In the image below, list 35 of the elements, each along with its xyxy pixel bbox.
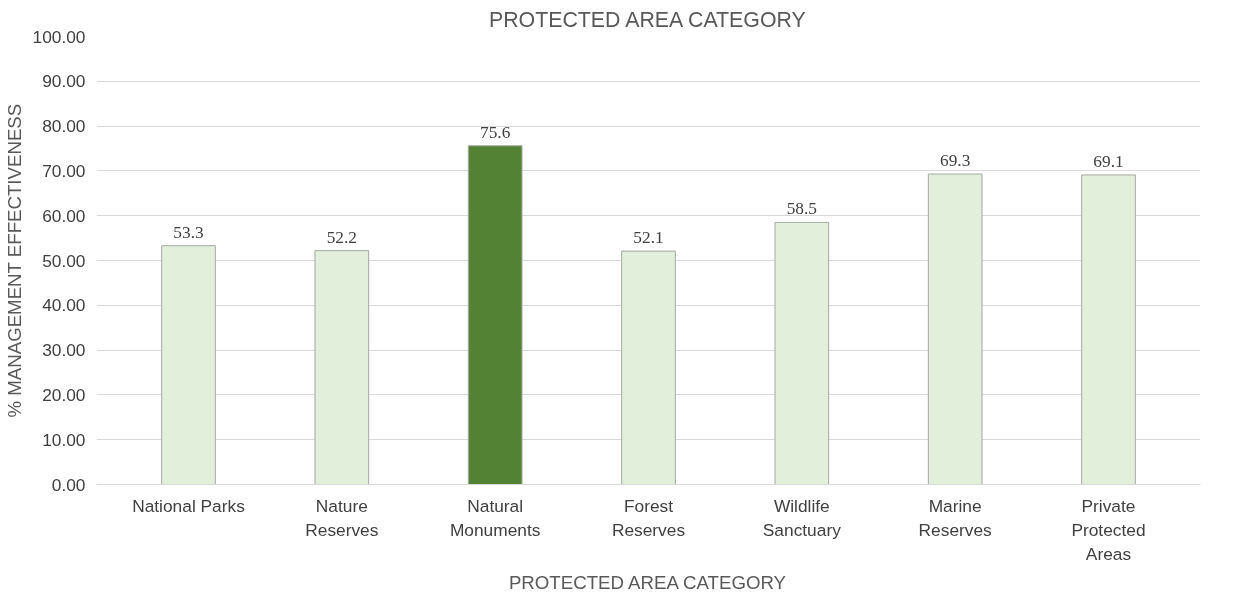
- data-label: 75.6: [480, 122, 511, 142]
- y-tick-label: 80.00: [42, 116, 86, 137]
- y-tick-label: 60.00: [42, 205, 86, 226]
- y-tick-label: 70.00: [42, 160, 86, 181]
- bar: [314, 250, 370, 485]
- bar: [927, 173, 983, 485]
- y-tick-label: 10.00: [42, 429, 86, 450]
- data-label: 69.3: [940, 151, 971, 171]
- bar: [774, 221, 830, 485]
- y-tick-label: 90.00: [42, 71, 86, 92]
- data-label: 52.2: [326, 227, 357, 247]
- chart-title: PROTECTED AREA CATEGORY: [488, 7, 806, 32]
- bar: [161, 245, 216, 485]
- y-tick-label: 100.00: [32, 26, 86, 47]
- data-label: 58.5: [786, 199, 817, 219]
- x-tick-label: Nature Reserves: [305, 495, 379, 540]
- y-tick-label: 40.00: [42, 295, 86, 316]
- data-label: 69.1: [1093, 151, 1124, 171]
- x-tick-label: National Parks: [132, 495, 246, 516]
- x-tick-label: Forest Reserves: [611, 495, 686, 540]
- y-tick-label: 30.00: [42, 340, 86, 361]
- x-tick-label: Wildlife Sanctuary: [762, 495, 842, 540]
- x-tick-label: Private Protected Areas: [1071, 495, 1146, 564]
- bar: [467, 145, 523, 485]
- y-tick-label: 0.00: [51, 474, 86, 495]
- y-axis-title: % MANAGEMENT EFFECTIVENESS: [3, 103, 25, 418]
- x-tick-label: Marine Reserves: [918, 495, 993, 540]
- y-tick-label: 50.00: [42, 250, 86, 271]
- x-axis-title: PROTECTED AREA CATEGORY: [508, 571, 787, 593]
- x-tick-label: Natural Monuments: [449, 495, 541, 540]
- bar: [1081, 174, 1136, 485]
- y-tick-label: 20.00: [42, 384, 86, 405]
- data-label: 52.1: [633, 228, 664, 248]
- bar: [621, 250, 676, 485]
- data-label: 53.3: [173, 222, 204, 242]
